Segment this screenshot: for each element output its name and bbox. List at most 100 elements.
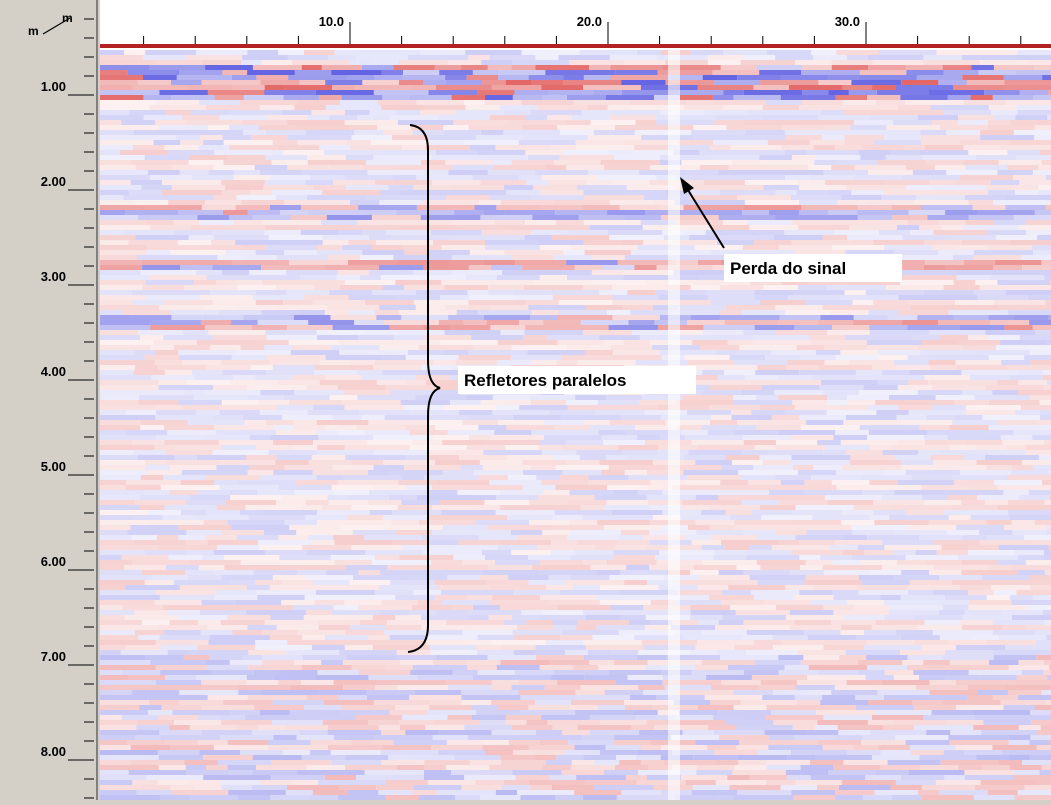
radargram-band [481, 130, 503, 135]
radargram-band [190, 725, 237, 730]
radargram-band [486, 580, 528, 585]
radargram-band [449, 190, 506, 195]
radargram-band [289, 400, 342, 405]
radargram-band [100, 515, 133, 520]
radargram-band [369, 270, 413, 275]
radargram-band [991, 110, 1018, 115]
radargram-band [171, 165, 213, 170]
radargram-band [379, 305, 416, 310]
radargram-band [987, 640, 1036, 645]
radargram-band [473, 345, 512, 350]
radargram-band [952, 580, 982, 585]
radargram-band [100, 505, 140, 510]
radargram-band [100, 640, 156, 645]
radargram-band [990, 335, 1020, 340]
radargram-band [885, 670, 914, 675]
radargram-band [794, 290, 845, 295]
radargram-band [614, 180, 650, 185]
radargram-band [168, 555, 202, 560]
radargram-band [544, 420, 583, 425]
radargram-band [531, 430, 554, 435]
radargram-band [297, 570, 326, 575]
radargram-band [599, 710, 633, 715]
radargram-band [211, 345, 241, 350]
radargram-band [490, 585, 520, 590]
radargram-band [1004, 75, 1042, 80]
radargram-band [775, 305, 822, 310]
radargram-band [214, 480, 238, 485]
radargram-band [684, 455, 725, 460]
radargram-band [432, 155, 490, 160]
radargram-band [944, 70, 979, 75]
radargram-band [238, 480, 295, 485]
radargram-band [742, 450, 768, 455]
radargram-band [317, 420, 369, 425]
radargram-band [779, 540, 799, 545]
radargram-band [939, 465, 986, 470]
radargram-band [278, 680, 301, 685]
radargram-band [737, 195, 791, 200]
radargram-band [1030, 710, 1051, 715]
radargram-band [159, 90, 208, 95]
radargram-band [923, 155, 977, 160]
radargram-band [396, 210, 454, 215]
radargram-band [827, 190, 851, 195]
radargram-band [198, 215, 230, 220]
radargram-band [945, 675, 981, 680]
radargram-band [348, 790, 378, 795]
radargram-band [248, 665, 302, 670]
radargram-band [700, 345, 739, 350]
radargram-band [345, 455, 372, 460]
radargram-band [968, 150, 1007, 155]
radargram-band [480, 215, 532, 220]
radargram-band [1040, 415, 1051, 420]
radargram-band [267, 335, 317, 340]
radargram-band [214, 550, 265, 555]
radargram-band [490, 155, 528, 160]
radargram-band [242, 255, 277, 260]
radargram-band [100, 55, 143, 60]
radargram-band [799, 590, 832, 595]
radargram-band [797, 700, 820, 705]
radargram-band [785, 665, 809, 670]
radargram-band [523, 335, 547, 340]
radargram-band [819, 80, 852, 85]
radargram-band [555, 510, 612, 515]
radargram-band [704, 180, 745, 185]
radargram-band [695, 245, 743, 250]
radargram-band [609, 325, 658, 330]
radargram-band [473, 235, 525, 240]
radargram-band [989, 315, 1014, 320]
radargram-band [390, 235, 449, 240]
radargram-band [179, 400, 222, 405]
radargram-band [532, 215, 578, 220]
radargram-band [767, 450, 823, 455]
radargram-band [600, 585, 658, 590]
radargram-band [870, 200, 915, 205]
red-line [100, 44, 1051, 48]
radargram-band [538, 495, 595, 500]
radargram-band [345, 445, 378, 450]
radargram-band [401, 315, 448, 320]
radargram-band [436, 85, 492, 90]
radargram-band [776, 440, 817, 445]
radargram-band [272, 190, 323, 195]
radargram-band [604, 165, 650, 170]
radargram-band [124, 50, 145, 55]
radargram-band [438, 730, 491, 735]
radargram-band [739, 760, 766, 765]
radargram-band [743, 530, 776, 535]
radargram-band [424, 265, 469, 270]
radargram-band [223, 700, 273, 705]
radargram-band [225, 500, 276, 505]
radargram-band [170, 465, 217, 470]
radargram-band [614, 660, 648, 665]
radargram-band [860, 425, 920, 430]
radargram-band [891, 785, 922, 790]
radargram-band [359, 605, 413, 610]
radargram-band [917, 315, 954, 320]
radargram-band [174, 455, 196, 460]
radargram-band [100, 585, 125, 590]
radargram-band [100, 555, 122, 560]
radargram-band [778, 655, 803, 660]
